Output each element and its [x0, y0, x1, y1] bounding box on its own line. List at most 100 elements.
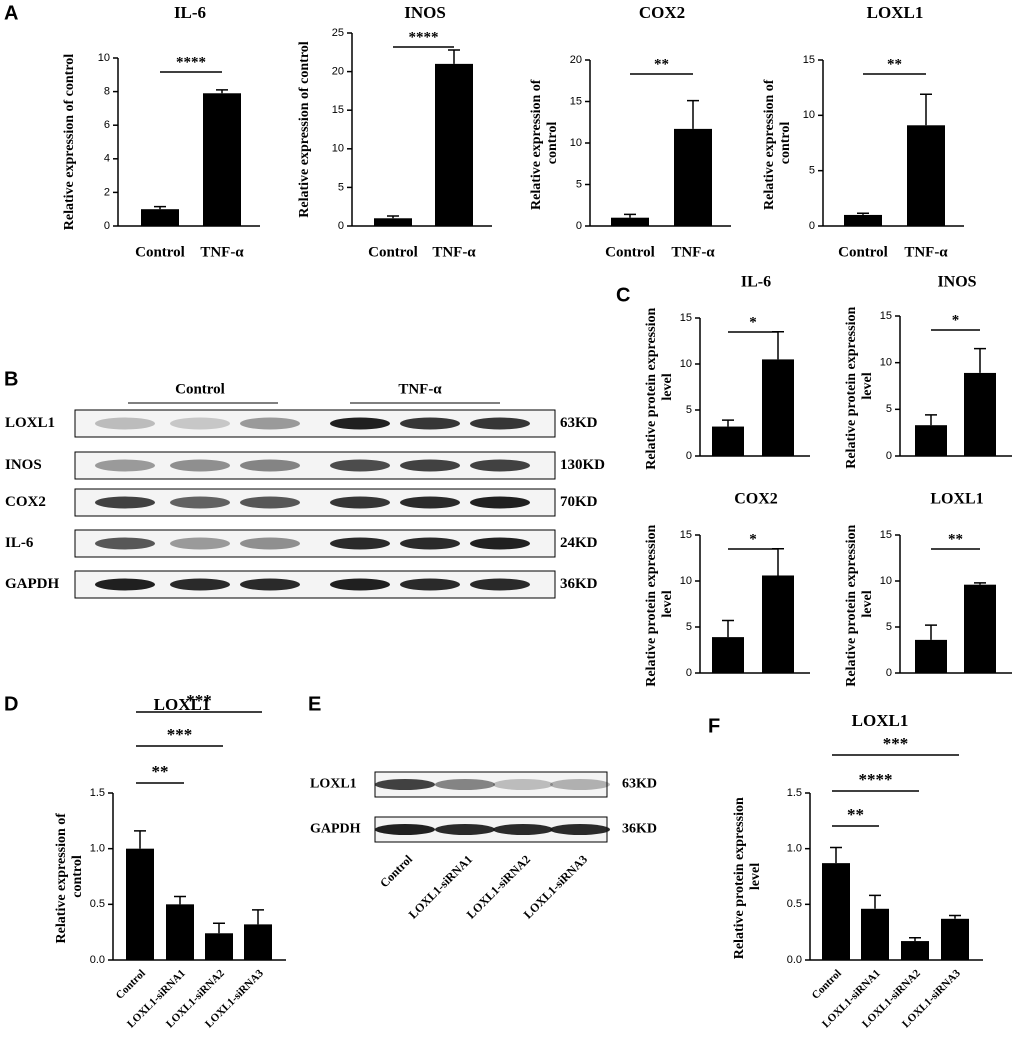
error-bar: [920, 93, 932, 126]
panel-letter: B: [4, 368, 18, 390]
y-axis-label: Relative protein expression level: [644, 521, 675, 687]
y-axis-label: Relative expression of control: [54, 810, 85, 944]
bar: [611, 217, 649, 226]
blot-row-label: LOXL1: [5, 415, 55, 431]
error-bar: [949, 914, 961, 919]
bar: [141, 209, 179, 226]
significance-label: ***: [167, 725, 193, 744]
blot-size-label: 63KD: [622, 777, 657, 792]
y-tick-label: 0.5: [90, 898, 105, 910]
blot-size-label: 70KD: [560, 494, 598, 510]
y-tick-label: 10: [332, 143, 344, 155]
blot-band: [400, 537, 460, 550]
blot-band: [95, 417, 155, 430]
significance-label: ***: [186, 691, 212, 710]
error-bar: [213, 922, 225, 934]
chart-title: INOS: [404, 3, 446, 22]
significance-label: ****: [859, 770, 893, 789]
significance-label: **: [887, 56, 902, 72]
x-tick-label: Control: [114, 967, 148, 1001]
blot-band: [240, 537, 300, 550]
chart-title: LOXL1: [867, 3, 924, 22]
error-bar: [925, 624, 937, 640]
y-tick-label: 0: [104, 220, 110, 232]
chart-title: INOS: [937, 274, 976, 291]
y-tick-label: 5: [338, 181, 344, 193]
blot-size-label: 36KD: [622, 822, 657, 837]
y-tick-label: 5: [886, 403, 892, 415]
bar: [374, 218, 412, 226]
y-tick-label: 15: [680, 529, 692, 541]
y-tick-label: 25: [332, 27, 344, 39]
blot-band: [330, 578, 390, 591]
significance-label: ***: [883, 734, 909, 753]
blot-band: [170, 459, 230, 472]
y-tick-label: 0: [886, 450, 892, 462]
error-bar: [174, 895, 186, 905]
y-tick-label: 5: [686, 621, 692, 633]
panel-letter: E: [308, 693, 321, 715]
lane-label: Control: [377, 852, 415, 890]
chart-title: COX2: [639, 3, 685, 22]
y-tick-label: 6: [104, 119, 110, 131]
y-axis-label: Relative expression of control: [762, 76, 793, 210]
y-tick-label: 1.5: [787, 787, 802, 799]
x-tick-label: Control: [838, 244, 888, 260]
bar: [674, 128, 712, 226]
error-bar: [772, 331, 784, 360]
blot-band: [95, 578, 155, 591]
bar: [822, 863, 850, 960]
blot-band: [400, 459, 460, 472]
y-tick-label: 10: [880, 357, 892, 369]
error-bar: [154, 205, 166, 210]
error-bar: [134, 830, 146, 849]
y-axis-label: Relative protein expression level: [844, 521, 875, 687]
x-tick-label: TNF-α: [671, 244, 715, 260]
blot-band: [493, 824, 553, 835]
blot-band: [470, 417, 530, 430]
y-tick-label: 0.0: [90, 954, 105, 966]
y-tick-label: 10: [880, 575, 892, 587]
y-tick-label: 0.5: [787, 898, 802, 910]
blot-row-label: IL-6: [5, 535, 34, 551]
y-axis-label: Relative protein expression level: [644, 304, 675, 470]
blot-band: [95, 496, 155, 509]
y-tick-label: 10: [98, 52, 110, 64]
blot-band: [435, 779, 495, 790]
error-bar: [624, 213, 636, 218]
blot-band: [493, 779, 553, 790]
significance-label: ****: [409, 29, 439, 45]
blot-band: [330, 496, 390, 509]
error-bar: [925, 414, 937, 426]
bar: [762, 359, 794, 456]
y-tick-label: 0: [686, 450, 692, 462]
y-tick-label: 10: [680, 575, 692, 587]
blot-band: [240, 496, 300, 509]
blot-row-label: GAPDH: [310, 822, 361, 837]
error-bar: [722, 419, 734, 427]
blot-size-label: 24KD: [560, 535, 598, 551]
y-tick-label: 0: [886, 667, 892, 679]
y-tick-label: 15: [880, 310, 892, 322]
y-tick-label: 0: [686, 667, 692, 679]
blot-band: [470, 537, 530, 550]
y-axis-label: Relative protein expression level: [732, 794, 763, 960]
blot-size-label: 63KD: [560, 415, 598, 431]
error-bar: [252, 909, 264, 925]
blot-band: [470, 459, 530, 472]
bar: [861, 908, 889, 960]
bar: [712, 637, 744, 673]
y-tick-label: 10: [680, 358, 692, 370]
blot-band: [95, 537, 155, 550]
blot-band: [170, 496, 230, 509]
x-tick-label: TNF-α: [200, 244, 244, 260]
y-tick-label: 10: [570, 137, 582, 149]
panel-letter: D: [4, 693, 18, 715]
blot-band: [170, 578, 230, 591]
blot-band: [170, 417, 230, 430]
y-axis-label: Relative expression of control: [529, 76, 560, 210]
chart-title: COX2: [734, 491, 778, 508]
blot-band: [95, 459, 155, 472]
chart-title: IL-6: [174, 3, 206, 22]
y-tick-label: 10: [803, 109, 815, 121]
